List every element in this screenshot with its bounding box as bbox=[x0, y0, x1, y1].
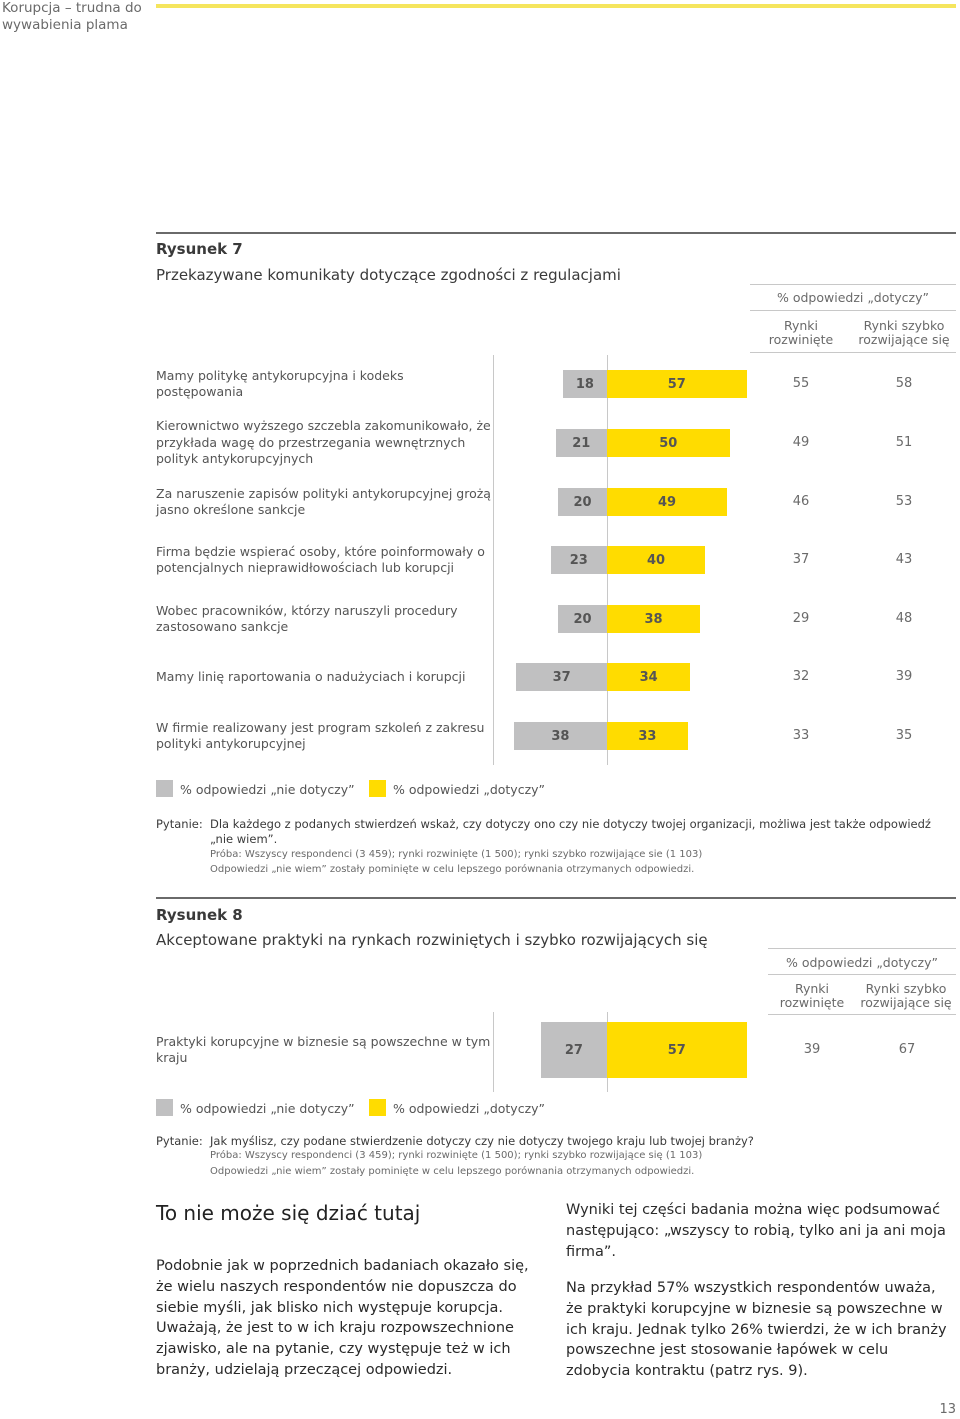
fig7-question-label: Pytanie: bbox=[156, 817, 203, 831]
value-developed: 49 bbox=[792, 435, 810, 450]
fig7-legend-grey: % odpowiedzi „nie dotyczy” bbox=[180, 782, 355, 797]
row-label: Wobec pracowników, którzy naruszyli proc… bbox=[156, 602, 458, 635]
value-developed: 46 bbox=[792, 494, 810, 509]
fig8-col1: Rynki rozwinięte bbox=[779, 981, 845, 1010]
value-developed: 39 bbox=[803, 1042, 821, 1057]
value-emerging: 35 bbox=[895, 728, 913, 743]
fig7-col2: Rynki szybko rozwijające się bbox=[858, 318, 950, 347]
row-label: W firmie realizowany jest program szkole… bbox=[156, 719, 485, 752]
legend-grey-swatch bbox=[156, 780, 173, 797]
bar-applicable: 49 bbox=[607, 488, 728, 516]
fig7-title: Przekazywane komunikaty dotyczące zgodno… bbox=[156, 266, 621, 284]
value-developed: 32 bbox=[792, 669, 810, 684]
fig7-omitted: Odpowiedzi „nie wiem” zostały pominięte … bbox=[210, 864, 695, 875]
article-col1: Podobnie jak w poprzednich badaniach oka… bbox=[156, 1258, 529, 1378]
fig7-axis-left bbox=[493, 355, 494, 765]
value-emerging: 53 bbox=[895, 494, 913, 509]
fig8-col2: Rynki szybko rozwijające się bbox=[860, 981, 952, 1010]
legend-grey-swatch bbox=[156, 1099, 173, 1116]
page-number: 13 bbox=[939, 1402, 956, 1417]
fig8-legend-yellow: % odpowiedzi „dotyczy” bbox=[393, 1101, 546, 1116]
fig8-col-group: % odpowiedzi „dotyczy” bbox=[785, 955, 938, 970]
value-emerging: 58 bbox=[895, 376, 913, 391]
fig8-omitted: Odpowiedzi „nie wiem” zostały pominięte … bbox=[210, 1166, 695, 1177]
running-title: Korupcja – trudna do wywabienia plama bbox=[2, 0, 142, 33]
value-developed: 33 bbox=[792, 728, 810, 743]
bar-not-applicable: 20 bbox=[558, 488, 607, 516]
fig7-question: Dla każdego z podanych stwierdzeń wskaż,… bbox=[210, 817, 931, 846]
row-label: Kierownictwo wyższego szczebla zakomunik… bbox=[156, 418, 491, 467]
fig7-col-group: % odpowiedzi „dotyczy” bbox=[776, 290, 929, 305]
bar-applicable: 33 bbox=[607, 722, 688, 750]
fig8-question-label: Pytanie: bbox=[156, 1134, 203, 1148]
value-developed: 29 bbox=[792, 611, 810, 626]
row-label: Mamy politykę antykorupcyjna i kodeks po… bbox=[156, 367, 404, 400]
fig8-label: Rysunek 8 bbox=[156, 906, 243, 924]
fig8-axis-left bbox=[493, 1012, 494, 1092]
value-emerging: 48 bbox=[895, 611, 913, 626]
fig8-sample: Próba: Wszyscy respondenci (3 459); rynk… bbox=[210, 1150, 703, 1161]
bar-applicable: 38 bbox=[607, 605, 701, 633]
fig8-legend-grey: % odpowiedzi „nie dotyczy” bbox=[180, 1101, 355, 1116]
bar-not-applicable: 38 bbox=[513, 722, 607, 750]
value-emerging: 67 bbox=[898, 1042, 916, 1057]
value-developed: 37 bbox=[792, 552, 810, 567]
fig8-title: Akceptowane praktyki na rynkach rozwinię… bbox=[156, 931, 708, 949]
bar-not-applicable: 23 bbox=[550, 546, 607, 574]
fig7-rule bbox=[156, 232, 956, 234]
legend-yellow-swatch bbox=[369, 1099, 386, 1116]
bar-applicable: 50 bbox=[607, 429, 730, 457]
bar-applicable: 57 bbox=[607, 370, 747, 398]
value-developed: 55 bbox=[792, 376, 810, 391]
article-col2-p1: Wyniki tej części badania można więc pod… bbox=[566, 1202, 946, 1260]
bar-not-applicable: 20 bbox=[558, 605, 607, 633]
value-emerging: 43 bbox=[895, 552, 913, 567]
article-col2-p2: Na przykład 57% wszystkich respondentów … bbox=[566, 1280, 947, 1380]
value-emerging: 39 bbox=[895, 669, 913, 684]
fig7-sample: Próba: Wszyscy respondenci (3 459); rynk… bbox=[210, 849, 703, 860]
bar-not-applicable: 21 bbox=[555, 429, 607, 457]
bar-applicable: 34 bbox=[607, 663, 691, 691]
row-label: Za naruszenie zapisów polityki antykorup… bbox=[156, 485, 491, 518]
fig8-rule bbox=[156, 897, 956, 899]
bar-applicable: 57 bbox=[607, 1022, 747, 1078]
legend-yellow-swatch bbox=[369, 780, 386, 797]
row-label: Praktyki korupcyjne w biznesie są powsze… bbox=[156, 1033, 491, 1066]
bar-not-applicable: 37 bbox=[516, 663, 607, 691]
value-emerging: 51 bbox=[895, 435, 913, 450]
article-heading: To nie może się dziać tutaj bbox=[156, 1201, 421, 1225]
fig7-col1: Rynki rozwinięte bbox=[768, 318, 834, 347]
bar-applicable: 40 bbox=[607, 546, 705, 574]
fig7-label: Rysunek 7 bbox=[156, 240, 243, 258]
bar-not-applicable: 27 bbox=[540, 1022, 607, 1078]
bar-not-applicable: 18 bbox=[562, 370, 607, 398]
top-rule bbox=[156, 4, 956, 8]
fig7-legend-yellow: % odpowiedzi „dotyczy” bbox=[393, 782, 546, 797]
fig8-question: Jak myślisz, czy podane stwierdzenie dot… bbox=[210, 1134, 754, 1148]
row-label: Firma będzie wspierać osoby, które poinf… bbox=[156, 543, 485, 576]
row-label: Mamy linię raportowania o nadużyciach i … bbox=[156, 668, 466, 684]
